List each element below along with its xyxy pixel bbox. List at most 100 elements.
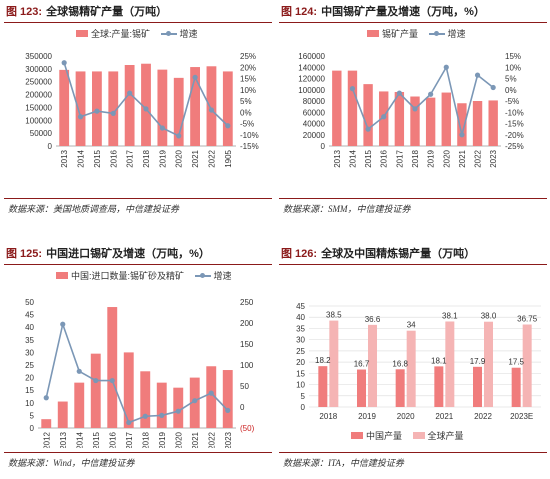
panel-title: 图 123: 全球锡精矿产量（万吨）: [4, 2, 272, 23]
y-tick-label-left: 80000: [303, 97, 326, 106]
growth-point: [208, 107, 215, 113]
bar: [394, 92, 405, 146]
x-tick-label: 2015: [92, 431, 101, 448]
chart-svg: 0 20000 40000 60000 80000 100000 120000 140000 1…: [298, 52, 524, 168]
x-tick-label: 1905: [224, 149, 233, 167]
growth-point: [192, 398, 198, 404]
y-tick-label-left: 0: [321, 142, 326, 151]
figure-number: 图 123:: [6, 6, 43, 18]
bar: [41, 419, 52, 428]
legend-line-label: 增速: [179, 29, 198, 39]
y-tick-label-right: 20%: [240, 63, 256, 72]
bar: [57, 401, 68, 428]
bar: [347, 70, 358, 146]
x-tick-label: 2019: [158, 431, 167, 448]
y-tick-label-left: 0: [30, 424, 35, 433]
y-tick-label-right: -10%: [505, 108, 524, 117]
data-label-china: 18.2: [315, 356, 331, 365]
x-tick-label: 2018: [141, 431, 150, 448]
line-swatch: [428, 30, 445, 36]
growth-point: [225, 407, 231, 413]
y-tick-label-right: -20%: [505, 131, 524, 140]
bar-global: [368, 324, 377, 407]
y-tick-label-right: -15%: [240, 142, 259, 151]
growth-line: [45, 321, 229, 424]
figure-title: 中国锡矿产量及增速（万吨，%）: [321, 6, 485, 18]
legend: 中国:进口数量:锡矿砂及精矿 增速: [56, 269, 240, 282]
y-tick-label-left: 160000: [298, 52, 325, 61]
data-label-china: 16.8: [392, 359, 408, 368]
bar: [75, 71, 86, 146]
x-tick-label: 2013: [333, 149, 342, 167]
growth-point: [109, 377, 115, 384]
y-tick-label-left: 50000: [30, 129, 53, 138]
x-tick-label: 2022: [207, 431, 216, 448]
data-label-global: 36.75: [517, 315, 538, 324]
bar: [488, 100, 498, 146]
y-tick-label: 35: [296, 324, 305, 333]
growth-point: [142, 413, 148, 419]
data-label-global: 38.5: [326, 311, 342, 320]
chart-panel-refined-tin: 图 126: 全球及中国精炼锡产量（万吨） 0 5 10 15 20 25 30 35 40 45 1…: [279, 244, 547, 473]
y-tick-label-right: 0: [240, 403, 245, 412]
growth-point: [76, 368, 82, 374]
bar: [441, 92, 451, 146]
growth-point: [110, 110, 116, 116]
bar-global: [406, 330, 416, 407]
legend-bar-label: 中国:进口数量:锡矿砂及精矿: [71, 271, 185, 281]
x-tick-label: 2018: [411, 149, 420, 167]
y-tick-label-right: 200: [240, 319, 254, 328]
x-tick-label: 2016: [108, 431, 117, 448]
y-tick-label-right: 250: [240, 298, 254, 307]
x-tick-label: 2020: [442, 149, 451, 167]
y-tick-label-right: (50): [240, 424, 255, 433]
y-tick-label-right: -5%: [505, 97, 519, 106]
legend-bar-label: 全球:产量:锡矿: [91, 29, 151, 39]
y-tick-label-right: 15%: [240, 75, 256, 84]
legend-line-label: 增速: [213, 271, 232, 281]
bar-china: [318, 366, 328, 407]
growth-point: [143, 106, 149, 112]
bar: [222, 71, 233, 146]
growth-point: [93, 377, 99, 384]
bar: [363, 84, 373, 146]
chart-svg: 0 50000 100000 150000 200000 250000 300000 3500…: [25, 52, 259, 168]
bar-global: [484, 321, 493, 407]
growth-point: [77, 114, 84, 120]
x-tick-label: 2020: [175, 149, 184, 167]
x-tick-label: 2020: [397, 412, 415, 421]
growth-point: [176, 133, 182, 139]
bar: [410, 96, 420, 146]
bar-china: [395, 369, 405, 407]
data-label-global: 38.0: [481, 312, 497, 321]
growth-point: [490, 84, 496, 91]
growth-point: [175, 408, 181, 414]
growth-point: [61, 60, 67, 66]
chart-svg: 0 5 10 15 20 25 30 35 40 45 50 (50) 0 50 100 150 200 250 2…: [25, 298, 255, 448]
chart-panel-china-import: 图 125: 中国进口锡矿及增速（万吨，%） 中国:进口数量:锡矿砂及精矿 增速 …: [4, 244, 272, 473]
y-tick-label-right: 10%: [240, 86, 256, 95]
bar: [472, 101, 483, 146]
legend-china-label: 中国产量: [366, 431, 403, 441]
growth-point: [381, 114, 387, 120]
chart-area: 中国:进口数量:锡矿砂及精矿 增速 0 5 10 15 20 25 30 35 40 45 50 (5…: [4, 265, 272, 448]
y-tick-label-left: 10: [25, 399, 34, 408]
data-label-global: 34: [407, 321, 416, 330]
growth-point: [428, 91, 434, 97]
panel-title: 图 125: 中国进口锡矿及增速（万吨，%）: [4, 244, 272, 265]
bar: [173, 77, 184, 146]
figure-title: 中国进口锡矿及增速（万吨，%）: [46, 248, 210, 260]
growth-point: [159, 412, 165, 418]
y-tick-label-left: 25: [25, 361, 34, 370]
data-label-global: 38.1: [442, 311, 458, 320]
growth-point: [365, 126, 371, 132]
bar-swatch: [76, 30, 88, 37]
x-tick-label: 2021: [191, 431, 200, 448]
growth-point: [126, 419, 132, 426]
x-tick-label: 2014: [348, 149, 357, 167]
data-label-global: 36.6: [365, 315, 381, 324]
figure-number: 图 125:: [6, 248, 43, 260]
x-tick-label: 2022: [207, 149, 216, 167]
data-label-china: 17.9: [470, 357, 486, 366]
source-note: 数据来源：ITA，中信建投证券: [279, 452, 547, 473]
